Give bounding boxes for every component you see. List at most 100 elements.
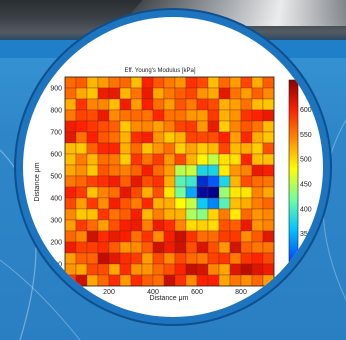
heatmap-cell [130,175,143,188]
heatmap-cell [174,175,187,188]
heatmap-cell [207,197,220,210]
heatmap-cell [64,131,77,144]
heatmap-cell [262,120,275,133]
heatmap-cell [229,131,242,144]
heatmap-cell [218,142,231,155]
heatmap-cell [251,142,264,155]
heatmap-cell [75,230,88,243]
heatmap-cell [240,241,253,254]
heatmap-cell [218,153,231,166]
heatmap-cell [218,164,231,177]
colorbar-tick-label: 450 [300,182,312,189]
heatmap-cell [64,252,77,265]
heatmap-cell [207,164,220,177]
heatmap-cell [262,197,275,210]
heatmap-cell [163,186,176,199]
heatmap-cell [196,263,209,276]
heatmap-cell [119,219,132,232]
heatmap-cell [163,208,176,221]
heatmap-cell [86,252,99,265]
heatmap-cell [130,120,143,133]
heatmap-cell [86,263,99,276]
heatmap-cell [75,120,88,133]
heatmap-cell [207,87,220,100]
heatmap-cell [152,230,165,243]
circular-frame: Eff. Young's Modulus [kPa] 900 800 700 600 5… [23,17,323,317]
heatmap-cell [174,76,187,89]
heatmap-cell [207,186,220,199]
heatmap-cell [251,230,264,243]
heatmap-cell [75,76,88,89]
heatmap-cell [251,76,264,89]
heatmap-cell [185,252,198,265]
heatmap-cell [185,142,198,155]
heatmap-cell [130,142,143,155]
heatmap-cell [64,263,77,276]
heatmap-cell [75,219,88,232]
heatmap-cell [163,175,176,188]
heatmap-cell [119,274,132,287]
heatmap-cell [97,263,110,276]
heatmap-cell [262,208,275,221]
heatmap-cell [174,241,187,254]
y-tick-label: 400 [50,196,62,203]
heatmap-cell [185,241,198,254]
heatmap-cell [240,142,253,155]
heatmap-cell [108,109,121,122]
heatmap-cell [174,131,187,144]
heatmap-cell [130,98,143,111]
heatmap-cell [251,263,264,276]
heatmap-cell [251,208,264,221]
heatmap-cell [119,241,132,254]
heatmap-cell [141,208,154,221]
colorbar-ticks: 650 600 550 500 450 400 350 300 250 [300,82,312,287]
heatmap-cell [64,164,77,177]
heatmap-cell [75,274,88,287]
heatmap-cell [130,153,143,166]
heatmap-cell [108,153,121,166]
heatmap-cell [229,197,242,210]
heatmap-cell [152,109,165,122]
heatmap-cell [86,241,99,254]
heatmap-cell [64,109,77,122]
heatmap-cell [229,109,242,122]
heatmap-cell [130,241,143,254]
heatmap-cell [174,252,187,265]
heatmap-cell [141,131,154,144]
y-tick-label: 100 [50,262,62,269]
heatmap-cell [64,241,77,254]
heatmap-cell [174,120,187,133]
heatmap-cell [119,153,132,166]
heatmap-cell [86,230,99,243]
heatmap-cell [240,131,253,144]
heatmap-cell [64,219,77,232]
heatmap-cell [218,76,231,89]
heatmap-cell [229,87,242,100]
heatmap-cell [163,142,176,155]
heatmap-cell [108,120,121,133]
y-tick-label: 500 [50,174,62,181]
heatmap-cell [218,241,231,254]
heatmap-cell [97,241,110,254]
heatmap-cell [251,120,264,133]
heatmap-cell [130,131,143,144]
colorbar [288,79,299,289]
heatmap-cell [262,142,275,155]
heatmap-cell [141,197,154,210]
heatmap-cell [240,230,253,243]
heatmap-cell [218,175,231,188]
heatmap-cell [86,131,99,144]
heatmap-cell [240,263,253,276]
heatmap-cell [229,230,242,243]
heatmap-cell [130,164,143,177]
heatmap-cell [218,98,231,111]
heatmap-cell [130,109,143,122]
heatmap-cell [141,186,154,199]
heatmap-cell [207,120,220,133]
heatmap-cell [86,197,99,210]
heatmap-cell [262,131,275,144]
heatmap-cell [262,175,275,188]
heatmap-cell [240,208,253,221]
heatmap-cell [174,164,187,177]
heatmap-cell [86,153,99,166]
